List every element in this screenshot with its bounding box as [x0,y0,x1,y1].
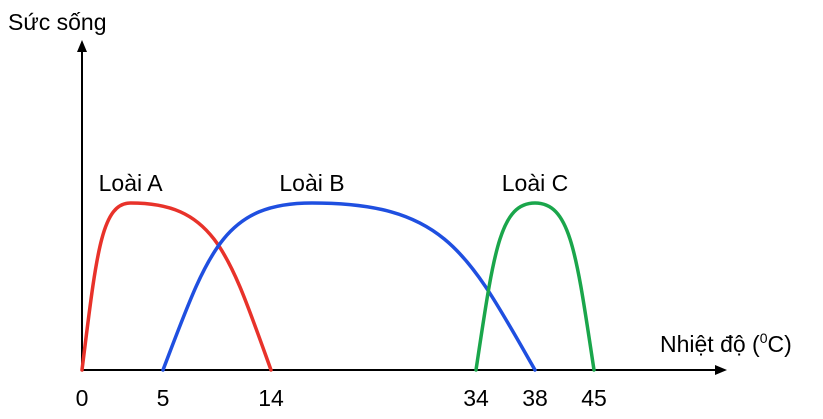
x-tick-label: 38 [522,385,548,411]
y-axis-arrow [77,40,87,52]
y-axis-label: Sức sống [8,9,107,35]
x-tick-labels: 0 5 14 34 38 45 [76,385,607,411]
series-curves [80,201,596,372]
x-axis-label: Nhiệt độ (0C) [660,330,792,357]
x-tick-label: 45 [581,385,607,411]
x-tick-label: 5 [157,385,170,411]
series-curve-2 [161,201,537,372]
series-label-1: Loài A [99,170,164,196]
x-tick-label: 14 [258,385,284,411]
x-tick-label: 0 [76,385,89,411]
x-axis-arrow [715,365,727,375]
x-tick-label: 34 [463,385,489,411]
series-curve-3 [474,201,596,372]
series-curve-1 [80,201,273,372]
series-labels: Loài A Loài B Loài C [99,170,569,196]
series-label-3: Loài C [502,170,568,196]
series-label-2: Loài B [279,170,344,196]
